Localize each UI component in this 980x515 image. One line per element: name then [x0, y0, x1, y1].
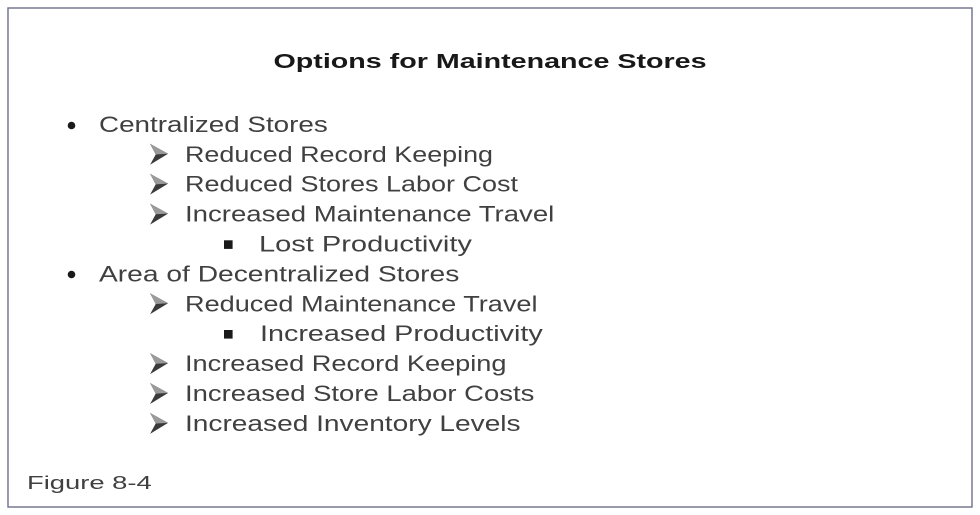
svg-text:Increased Productivity: Increased Productivity: [260, 321, 543, 346]
svg-text:Options for Maintenance Stores: Options for Maintenance Stores: [274, 51, 707, 73]
svg-text:Centralized Stores: Centralized Stores: [99, 112, 328, 137]
svg-text:Figure 8-4: Figure 8-4: [27, 473, 152, 493]
svg-text:Increased Maintenance Travel: Increased Maintenance Travel: [185, 202, 554, 227]
svg-text:Area of Decentralized Stores: Area of Decentralized Stores: [99, 261, 459, 286]
svg-text:Reduced Maintenance Travel: Reduced Maintenance Travel: [185, 291, 538, 316]
svg-text:Increased Inventory Levels: Increased Inventory Levels: [185, 411, 521, 436]
svg-text:Lost Productivity: Lost Productivity: [259, 232, 472, 257]
svg-text:Reduced Record Keeping: Reduced Record Keeping: [185, 142, 493, 167]
svg-text:Reduced Stores Labor Cost: Reduced Stores Labor Cost: [185, 172, 518, 197]
svg-text:Increased Record Keeping: Increased Record Keeping: [185, 351, 507, 376]
svg-text:Increased Store Labor Costs: Increased Store Labor Costs: [185, 381, 534, 406]
